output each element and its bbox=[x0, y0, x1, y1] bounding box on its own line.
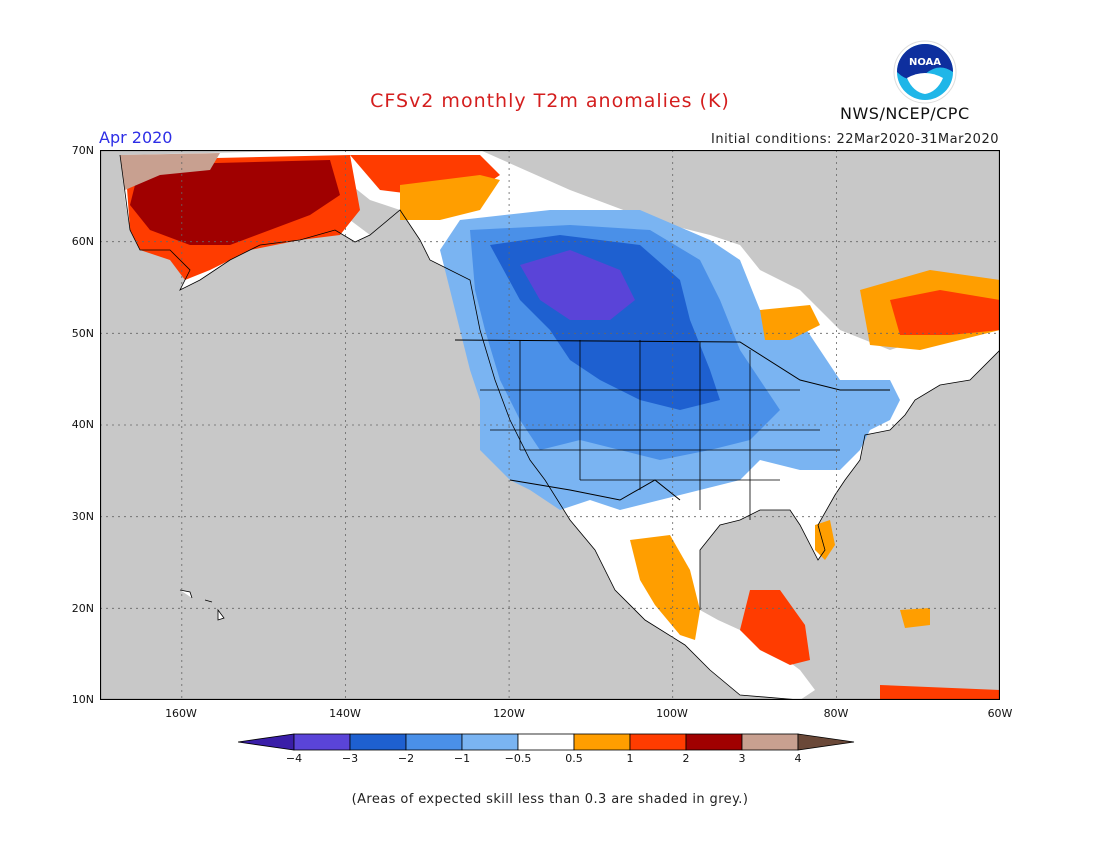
colorbar-tick-label: −1 bbox=[453, 752, 471, 765]
colorbar-tick-label: 1 bbox=[626, 752, 634, 765]
grid-lines bbox=[100, 150, 1000, 700]
anomaly-yukon-orange bbox=[400, 175, 500, 220]
colorbar-tick-label: 4 bbox=[794, 752, 802, 765]
colorbar-box bbox=[573, 733, 631, 751]
colorbar-box bbox=[461, 733, 519, 751]
colorbar-tick-label: 0.5 bbox=[565, 752, 583, 765]
us-canada-border bbox=[454, 339, 890, 391]
lon-label: 80W bbox=[823, 707, 849, 720]
colorbar-box bbox=[293, 733, 351, 751]
chart-title: CFSv2 monthly T2m anomalies (K) bbox=[370, 90, 730, 112]
anomaly-map bbox=[100, 150, 1000, 700]
anomaly-south-america bbox=[880, 685, 1000, 700]
colorbar-arrow-low bbox=[238, 733, 295, 751]
colorbar-tick-label: −3 bbox=[341, 752, 359, 765]
noaa-logo-text: NOAA bbox=[909, 57, 941, 68]
lat-label: 70N bbox=[71, 144, 94, 157]
colorbar-tick-label: −4 bbox=[285, 752, 303, 765]
skill-note: (Areas of expected skill less than 0.3 a… bbox=[351, 792, 749, 807]
lat-label: 50N bbox=[71, 327, 94, 340]
colorbar-tick-label: −2 bbox=[397, 752, 415, 765]
lon-label: 120W bbox=[493, 707, 525, 720]
us-mexico-border bbox=[509, 479, 681, 501]
lat-label: 10N bbox=[71, 693, 94, 706]
anomaly-alaska-warm-2 bbox=[130, 160, 340, 245]
map-frame bbox=[100, 150, 1000, 700]
anomaly-mexico-orange bbox=[630, 535, 700, 640]
forecast-month: Apr 2020 bbox=[99, 128, 173, 147]
colorbar-box bbox=[629, 733, 687, 751]
colorbar-box bbox=[405, 733, 463, 751]
initial-conditions: Initial conditions: 22Mar2020-31Mar2020 bbox=[711, 132, 999, 147]
lon-label: 100W bbox=[656, 707, 688, 720]
anomaly-cold-darkest bbox=[520, 250, 635, 320]
agency-label: NWS/NCEP/CPC bbox=[840, 104, 970, 123]
lon-label: 60W bbox=[987, 707, 1013, 720]
colorbar-arrow-high bbox=[797, 733, 855, 751]
lat-label: 20N bbox=[71, 602, 94, 615]
colorbar-tick-label: −0.5 bbox=[504, 752, 532, 765]
state-lines bbox=[480, 340, 840, 520]
colorbar-box bbox=[517, 733, 575, 751]
anomaly-alaska-warm-3 bbox=[120, 153, 220, 190]
lon-label: 160W bbox=[165, 707, 197, 720]
noaa-logo: NOAA bbox=[893, 40, 957, 104]
lat-label: 30N bbox=[71, 510, 94, 523]
lat-label: 40N bbox=[71, 418, 94, 431]
colorbar-box bbox=[741, 733, 799, 751]
colorbar-box bbox=[349, 733, 407, 751]
lat-label: 60N bbox=[71, 235, 94, 248]
anomaly-central-america bbox=[740, 590, 810, 665]
colorbar-tick-label: 2 bbox=[682, 752, 690, 765]
colorbar bbox=[238, 733, 855, 751]
colorbar-tick-label: 3 bbox=[738, 752, 746, 765]
land-hawaii bbox=[179, 589, 225, 621]
anomaly-caribbean bbox=[900, 608, 930, 628]
anomaly-hudson-orange bbox=[760, 305, 820, 340]
anomaly-florida-orange bbox=[815, 520, 835, 560]
lon-label: 140W bbox=[329, 707, 361, 720]
colorbar-box bbox=[685, 733, 743, 751]
anomaly-quebec-red bbox=[890, 290, 1000, 335]
coastline bbox=[119, 154, 1000, 700]
